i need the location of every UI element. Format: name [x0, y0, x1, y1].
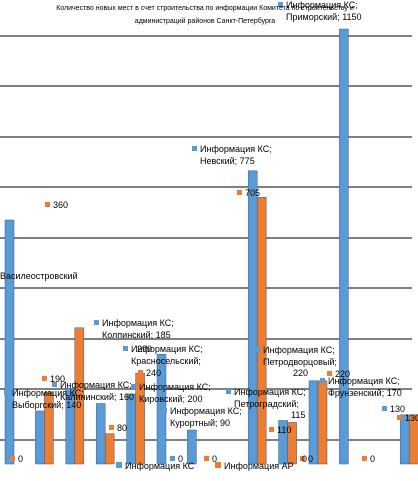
data-label: Приморский; 1150: [286, 12, 362, 22]
label-marker: [170, 456, 175, 461]
label-marker: [138, 370, 143, 375]
data-label: Фрунзенский; 170: [328, 388, 402, 398]
data-label: 290: [137, 344, 152, 354]
data-label: Информация КС;: [170, 406, 242, 416]
bar-series-2: [287, 422, 297, 465]
label-marker: [226, 389, 231, 394]
data-label: Красносельский;: [131, 356, 201, 366]
data-label: Калининский; 160: [60, 392, 134, 402]
bar-series-1: [247, 170, 258, 465]
bar-series-1: [308, 380, 319, 465]
label-marker: [131, 384, 136, 389]
data-label: 110: [277, 425, 291, 435]
bars: [4, 28, 418, 465]
legend-label-series-1: Информация КС: [125, 461, 195, 471]
data-label: 130: [405, 413, 418, 423]
data-label: Петроградский;: [234, 399, 299, 409]
data-label: 0: [302, 454, 307, 464]
data-labels: Информация КС;Выборгский; 140190Информац…: [0, 0, 418, 464]
bar-series-2: [74, 327, 85, 465]
bar-series-1: [339, 28, 349, 465]
data-label: 190: [50, 374, 65, 384]
label-marker: [52, 382, 57, 387]
legend: Информация КС Информация АР: [116, 461, 294, 471]
bar-series-2: [408, 414, 418, 465]
label-marker: [278, 2, 283, 7]
label-marker: [109, 425, 114, 430]
label-marker: [162, 408, 167, 413]
label-marker: [397, 415, 402, 420]
data-label: 130: [390, 404, 405, 414]
data-label: Курортный; 90: [170, 418, 230, 428]
data-label: Информация КС;: [328, 376, 400, 386]
bar-series-2: [317, 380, 328, 465]
data-label: Петродворцовый;: [263, 357, 337, 367]
data-label: 80: [117, 423, 127, 433]
bar-series-1: [4, 219, 15, 465]
data-label: Выборгский; 140: [12, 400, 81, 410]
bar-series-2: [104, 433, 115, 465]
label-marker: [123, 346, 128, 351]
data-label: 360: [53, 200, 68, 210]
data-label: Информация КС;: [200, 144, 272, 154]
data-label: 0: [370, 454, 375, 464]
data-label: 220: [293, 368, 308, 378]
legend-marker-series-1: [116, 462, 122, 468]
label-marker: [327, 371, 332, 376]
data-label: Информация КС;: [139, 382, 211, 392]
legend-marker-series-2: [215, 462, 221, 468]
data-label: Информация КС;: [60, 380, 132, 390]
chart-title-line1: Количество новых мест в счет строительст…: [56, 5, 354, 12]
data-label: 0: [18, 454, 23, 464]
data-label: Информация КС;: [131, 344, 203, 354]
bar-series-1: [126, 393, 136, 465]
label-marker: [300, 456, 305, 461]
data-label: 0: [212, 454, 217, 464]
bar-series-1: [187, 429, 197, 465]
data-label: Колпинский; 185: [102, 330, 171, 340]
label-marker: [204, 456, 209, 461]
data-label: 0: [308, 454, 313, 464]
label-marker: [255, 347, 260, 352]
label-marker: [45, 202, 50, 207]
data-label: Невский; 775: [200, 156, 255, 166]
label-marker: [4, 390, 9, 395]
data-label: Информация КС;: [286, 0, 358, 10]
data-label: Информация КС;: [102, 318, 174, 328]
data-label: Кировский; 200: [139, 394, 202, 404]
label-marker: [382, 406, 387, 411]
bar-series-2: [44, 391, 54, 465]
data-label: Информация КС;: [12, 388, 84, 398]
data-label: Информация КС;: [263, 345, 335, 355]
data-label: 705: [245, 188, 260, 198]
label-marker: [94, 320, 99, 325]
bar-series-1: [95, 403, 106, 465]
label-marker: [10, 456, 15, 461]
label-marker: [192, 146, 197, 151]
data-label: Василеостровский: [0, 271, 78, 281]
label-marker: [237, 190, 242, 195]
label-marker: [320, 378, 325, 383]
bar-series-1: [35, 410, 45, 465]
chart-title-line2: администраций районов Санкт-Петербурга: [135, 17, 276, 25]
bar-series-2: [256, 197, 267, 465]
gridlines: [0, 35, 412, 441]
label-marker: [269, 427, 274, 432]
data-label: 115: [291, 410, 305, 420]
label-marker: [42, 376, 47, 381]
data-label: 220: [335, 369, 350, 379]
label-marker: [362, 456, 367, 461]
data-label: 0: [178, 454, 183, 464]
data-label: 240: [146, 368, 161, 378]
legend-label-series-2: Информация АР: [224, 461, 294, 471]
data-label: Информация КС;: [234, 387, 306, 397]
